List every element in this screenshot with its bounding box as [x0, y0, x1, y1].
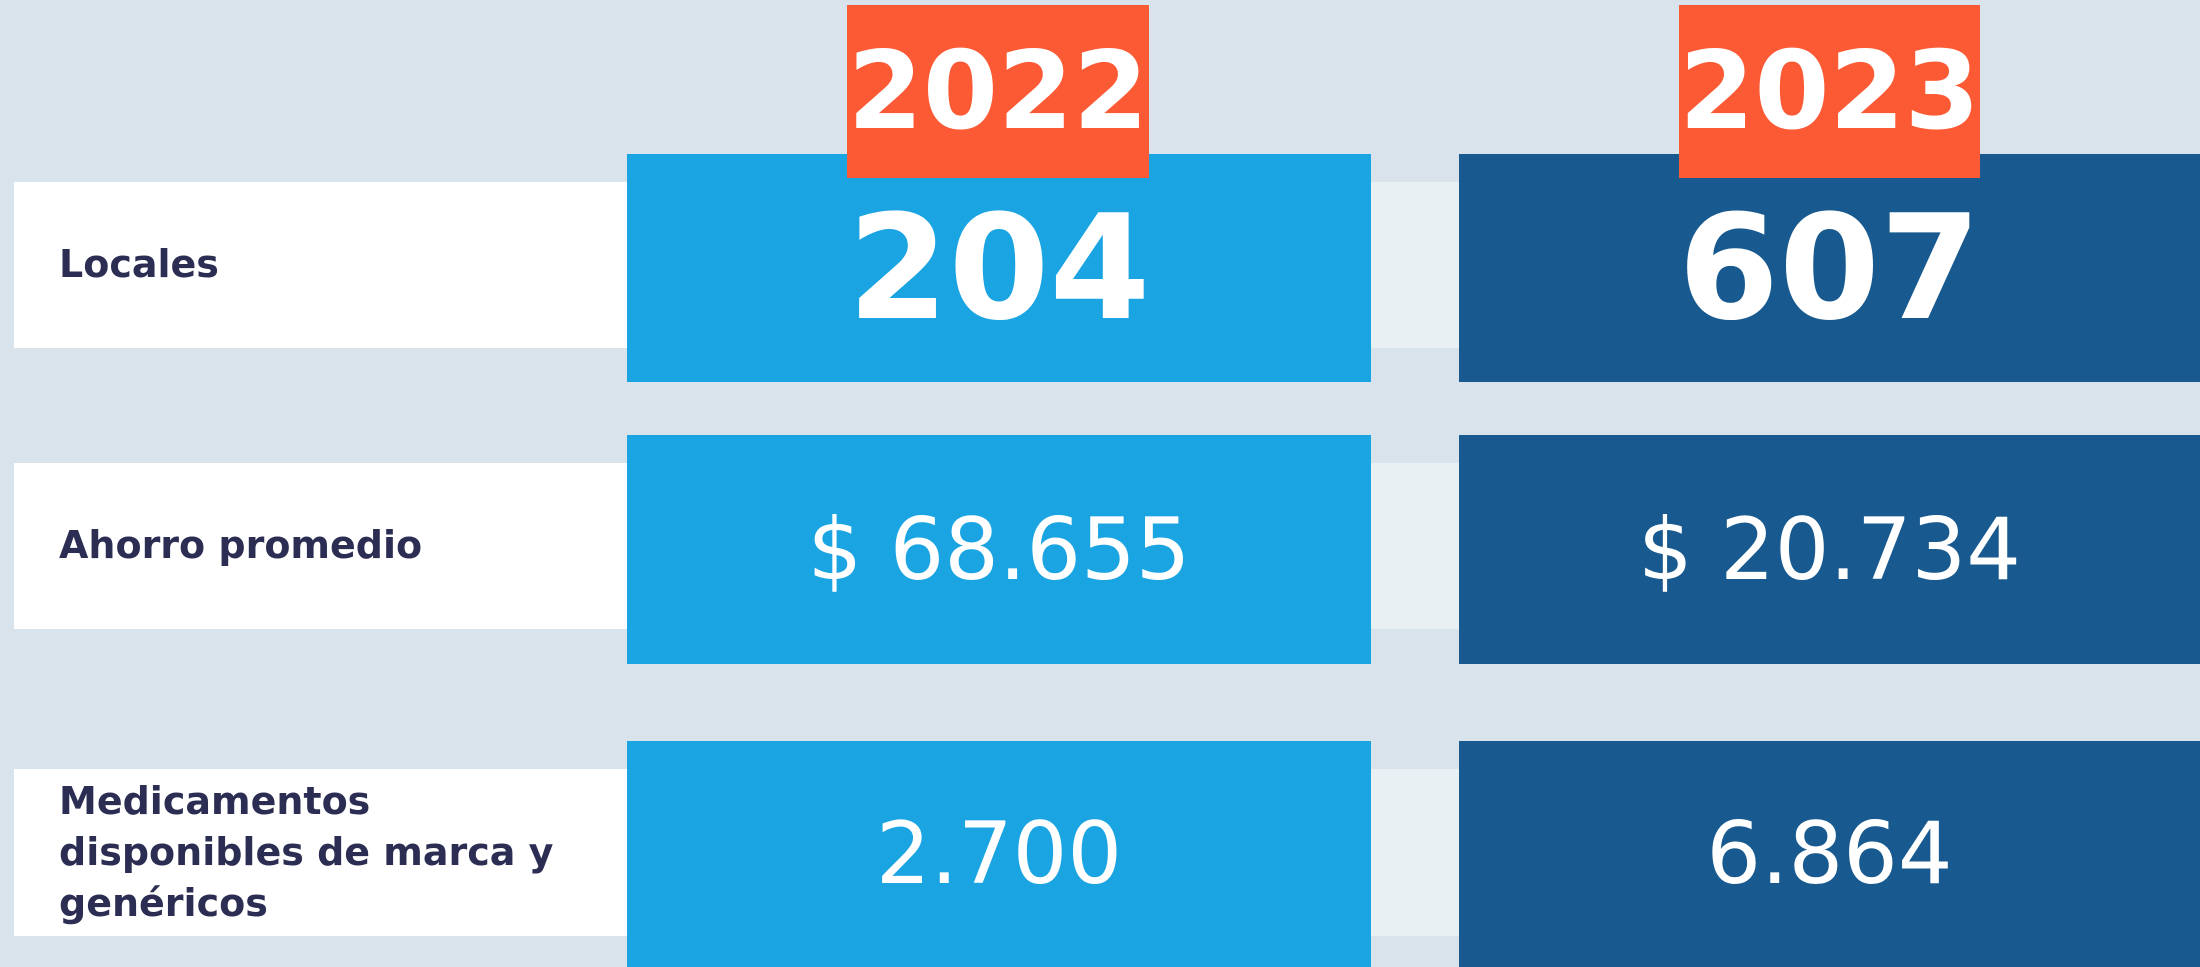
row-label: Ahorro promedio [14, 463, 627, 629]
value-cell: 607 [1459, 154, 2200, 382]
value-cell: 6.864 [1459, 741, 2200, 967]
year-badge: 2023 [1679, 5, 1980, 178]
value-cell: 204 [627, 154, 1371, 382]
row-label: Medicamentos disponibles de marca y gené… [14, 769, 627, 936]
value-cell: $ 20.734 [1459, 435, 2200, 664]
row-label: Locales [14, 182, 627, 348]
value-cell: $ 68.655 [627, 435, 1371, 664]
year-badge: 2022 [847, 5, 1149, 178]
value-cell: 2.700 [627, 741, 1371, 967]
